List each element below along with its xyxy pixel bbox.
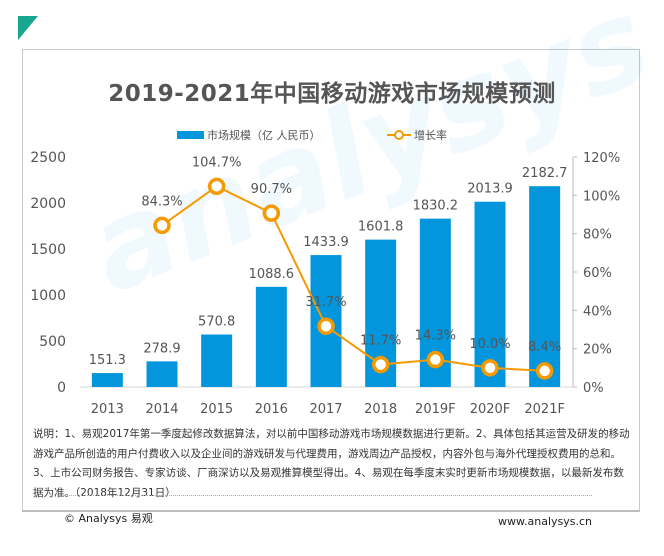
growth-rate-point — [317, 317, 335, 335]
growth-rate-label: 11.7% — [360, 334, 401, 349]
growth-rate-point — [371, 355, 390, 374]
growth-rate-label: 14.3% — [415, 329, 456, 344]
growth-rate-label: 31.7% — [305, 295, 346, 310]
footer-divider — [64, 495, 592, 496]
growth-rate-point — [153, 216, 171, 235]
bar-value-label: 1088.6 — [249, 267, 295, 282]
growth-rate-point — [426, 350, 445, 369]
copyright: © Analysys 易观 — [64, 512, 153, 525]
legend-label-market-size: 市场规模（亿 人民币） — [207, 129, 321, 142]
x-tick-label: 2021F — [524, 402, 565, 417]
y-tick-label: 1000 — [30, 288, 66, 304]
x-tick-label: 2014 — [145, 402, 178, 417]
chart-legend: 市场规模（亿 人民币） 增长率 — [0, 127, 664, 143]
growth-rate-point — [481, 359, 499, 377]
y2-tick-label: 40% — [583, 304, 612, 319]
growth-rate-label: 8.4% — [528, 340, 561, 355]
x-tick-label: 2017 — [309, 402, 342, 417]
bar-value-label: 278.9 — [143, 341, 180, 356]
y2-tick-label: 100% — [583, 189, 620, 204]
y2-tick-label: 0% — [583, 381, 604, 396]
bar-value-label: 1433.9 — [303, 235, 349, 250]
bar — [255, 286, 287, 387]
bar — [529, 186, 561, 387]
bar — [146, 361, 178, 387]
y-tick-label: 500 — [39, 334, 66, 350]
bar-value-label: 570.8 — [198, 314, 235, 329]
x-tick-label: 2013 — [91, 402, 124, 417]
growth-rate-label: 104.7% — [192, 155, 242, 170]
y-tick-label: 2000 — [30, 196, 66, 212]
corner-accent-triangle — [18, 16, 38, 40]
y2-tick-label: 60% — [583, 266, 612, 281]
x-tick-label: 2020F — [470, 402, 511, 417]
x-tick-label: 2015 — [200, 402, 233, 417]
growth-rate-line — [161, 185, 545, 372]
x-tick-label: 2018 — [364, 402, 397, 417]
bar-value-label: 2013.9 — [467, 182, 513, 197]
y-tick-label: 1500 — [30, 242, 66, 258]
y2-tick-label: 120% — [583, 151, 620, 166]
y2-tick-label: 80% — [583, 228, 612, 243]
chart-title: 2019-2021年中国移动游戏市场规模预测 — [108, 81, 556, 107]
y2-tick-label: 20% — [583, 343, 612, 358]
footnote: 说明：1、易观2017年第一季度起修改数据算法，对以前中国移动游戏市场规模数据进… — [33, 428, 630, 499]
legend-item-growth-rate: 增长率 — [387, 127, 447, 143]
website: www.analysys.cn — [498, 515, 592, 528]
growth-rate-point — [207, 177, 226, 196]
bar — [474, 201, 506, 387]
y-tick-label: 0 — [57, 380, 66, 396]
bar-value-label: 1601.8 — [358, 220, 404, 235]
growth-rate-label: 90.7% — [251, 182, 292, 197]
bar-value-label: 1830.2 — [413, 199, 459, 214]
y-tick-label: 2500 — [30, 150, 66, 166]
x-tick-label: 2016 — [255, 402, 288, 417]
legend-label-growth-rate: 增长率 — [414, 129, 447, 142]
growth-rate-point — [535, 362, 554, 380]
bar — [201, 334, 233, 387]
bar — [91, 373, 123, 387]
legend-bar-swatch — [177, 131, 204, 139]
legend-item-market-size: 市场规模（亿 人民币） — [177, 127, 321, 143]
bar-value-label: 151.3 — [89, 353, 126, 368]
chart-frame — [22, 49, 640, 512]
growth-rate-point — [262, 204, 281, 222]
growth-rate-label: 84.3% — [141, 194, 182, 209]
bar-value-label: 2182.7 — [522, 166, 568, 181]
x-tick-label: 2019F — [415, 402, 456, 417]
legend-line-swatch — [387, 129, 411, 141]
growth-rate-label: 10.0% — [469, 337, 510, 352]
